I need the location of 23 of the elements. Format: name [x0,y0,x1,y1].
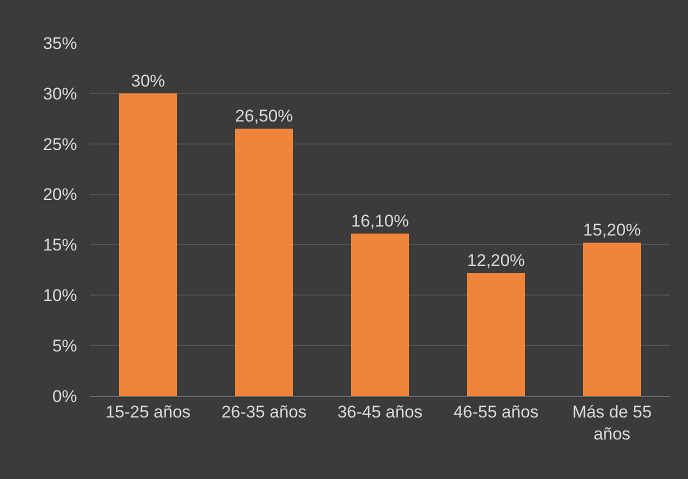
data-label: 15,20% [583,220,641,240]
data-label: 30% [130,71,166,90]
y-tick-label: 25% [42,134,77,154]
bar [235,128,293,396]
bar [467,272,525,396]
x-tick-label: 26-35 años [221,402,307,422]
y-tick-label: 5% [52,336,77,356]
y-tick-label: 30% [42,84,77,104]
bar [583,242,641,396]
x-tick-label: 46-55 años [453,402,539,422]
bar [351,234,409,396]
x-tick-label: Más de 55 años [572,402,652,444]
data-label: 16,10% [351,212,409,231]
y-tick-label: 20% [42,185,77,204]
data-label: 26,50% [235,106,293,126]
data-label: 12,20% [467,250,525,270]
x-tick-label: 15-25 años [105,402,191,422]
bar [119,93,177,396]
y-tick-label: 15% [42,236,77,255]
y-tick-label: 0% [52,386,77,406]
y-tick-label: 10% [42,286,77,306]
y-tick-label: 35% [42,34,77,53]
x-tick-label: 36-45 años [337,402,423,422]
